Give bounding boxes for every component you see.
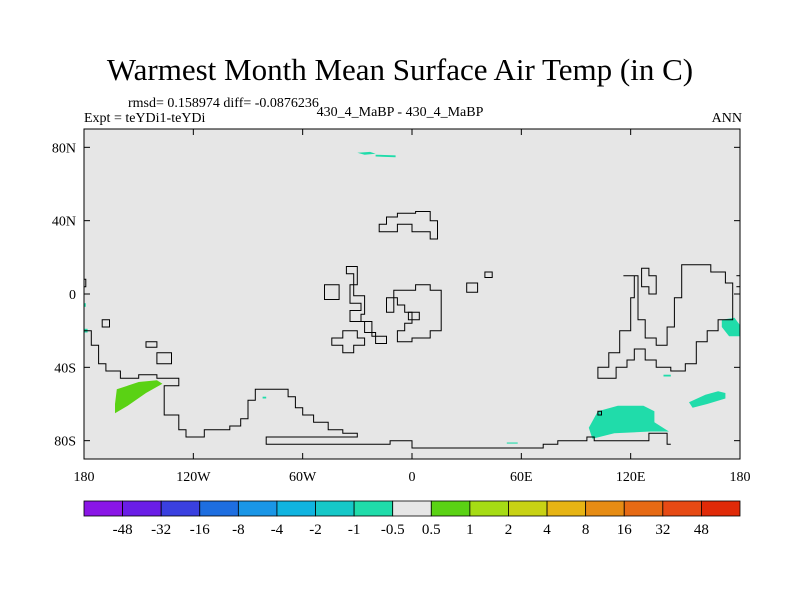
- colorbar-label-6: -1: [348, 522, 361, 538]
- season-label: ANN: [711, 111, 742, 126]
- y-tick-label-0: 80N: [52, 141, 76, 156]
- x-tick-label-3: 0: [409, 470, 416, 485]
- coastline-9: [407, 311, 420, 321]
- colorbar-label-15: 48: [694, 522, 709, 538]
- anomaly-patch-5: [721, 317, 740, 337]
- anomaly-patch-6: [663, 374, 671, 377]
- coastline-0: [84, 330, 671, 449]
- colorbar-swatch-10: [469, 500, 509, 517]
- colorbar-swatch-2: [160, 500, 201, 517]
- colorbar-label-8: 0.5: [422, 522, 441, 538]
- colorbar-swatch-9: [430, 500, 471, 517]
- colorbar-swatch-11: [508, 500, 548, 517]
- experiment-label: Expt = teYDi1-teYDi: [84, 111, 206, 126]
- coastline-13: [641, 267, 657, 295]
- colorbar-label-3: -8: [232, 522, 245, 538]
- colorbar-swatch-1: [122, 500, 162, 517]
- coastline-2: [101, 319, 110, 328]
- anomaly-patch-2: [115, 380, 163, 414]
- coastline-8: [386, 284, 442, 343]
- colorbar-label-9: 1: [466, 522, 474, 538]
- colorbar-swatch-15: [662, 500, 702, 517]
- colorbar-swatch-4: [237, 500, 278, 517]
- anomaly-patch-3: [588, 405, 669, 439]
- x-tick-label-2: 60W: [289, 470, 317, 485]
- coastline-3: [145, 341, 158, 348]
- colorbar-swatch-0: [83, 500, 123, 517]
- coastline-14: [597, 264, 734, 379]
- x-tick-label-5: 120E: [616, 470, 646, 485]
- anomaly-patch-4: [689, 391, 726, 408]
- y-tick-label-3: 40S: [54, 361, 76, 376]
- coastline-4: [156, 352, 172, 365]
- y-tick-label-2: 0: [69, 288, 76, 303]
- colorbar-swatch-16: [701, 500, 741, 517]
- colorbar-label-2: -16: [190, 522, 210, 538]
- anomaly-patch-1: [375, 154, 396, 158]
- chart-title: Warmest Month Mean Surface Air Temp (in …: [106, 52, 694, 87]
- colorbar-swatch-8: [392, 500, 432, 517]
- colorbar-label-4: -4: [271, 522, 284, 538]
- x-axis: 180 120W 60W 0 60E 120E 180: [74, 129, 751, 485]
- colorbar-swatch-12: [546, 500, 587, 517]
- x-tick-label-0: 180: [74, 470, 95, 485]
- coastline-5: [324, 284, 340, 300]
- x-tick-label-4: 60E: [510, 470, 533, 485]
- colorbar-label-13: 16: [617, 522, 633, 538]
- y-tick-label-1: 40N: [52, 215, 76, 230]
- coastline-11: [484, 271, 493, 278]
- colorbar-label-0: -48: [113, 522, 133, 538]
- anomaly-patch-8: [506, 442, 518, 444]
- colorbar-label-14: 32: [655, 522, 670, 538]
- coastline-10: [378, 211, 438, 240]
- colorbar-label-5: -2: [309, 522, 322, 538]
- y-axis: 80N 40N 0 40S 80S: [52, 141, 740, 450]
- coastline-7: [331, 330, 366, 354]
- coastlines: [83, 211, 740, 449]
- colorbar-swatch-14: [623, 500, 664, 517]
- colorbar-swatch-6: [315, 500, 355, 517]
- colorbar-swatch-5: [276, 500, 316, 517]
- colorbar-swatch-7: [353, 500, 394, 517]
- stats-label: rmsd= 0.158974 diff= -0.0876236: [128, 96, 319, 111]
- x-tick-label-6: 180: [730, 470, 751, 485]
- colorbar-swatch-3: [199, 500, 239, 517]
- colorbar-label-1: -32: [151, 522, 171, 538]
- plot-background: [84, 129, 740, 459]
- coastline-15: [597, 410, 602, 416]
- anomaly-patches: [84, 151, 740, 444]
- colorbar-label-11: 4: [543, 522, 551, 538]
- anomaly-patch-7: [262, 396, 267, 399]
- colorbar: -48 -32 -16 -8 -4 -2 -1 -0.5 0.5 1 2 4 8 16 32 48: [83, 500, 741, 538]
- colorbar-label-12: 8: [582, 522, 590, 538]
- runs-label: 430_4_MaBP - 430_4_MaBP: [316, 105, 484, 120]
- colorbar-label-7: -0.5: [381, 522, 405, 538]
- y-tick-label-4: 80S: [54, 435, 76, 450]
- coastline-12: [466, 282, 479, 293]
- colorbar-label-10: 2: [505, 522, 513, 538]
- anomaly-patch-0: [357, 151, 376, 155]
- x-tick-label-1: 120W: [176, 470, 211, 485]
- colorbar-swatch-13: [585, 500, 625, 517]
- coastline-6: [345, 266, 387, 344]
